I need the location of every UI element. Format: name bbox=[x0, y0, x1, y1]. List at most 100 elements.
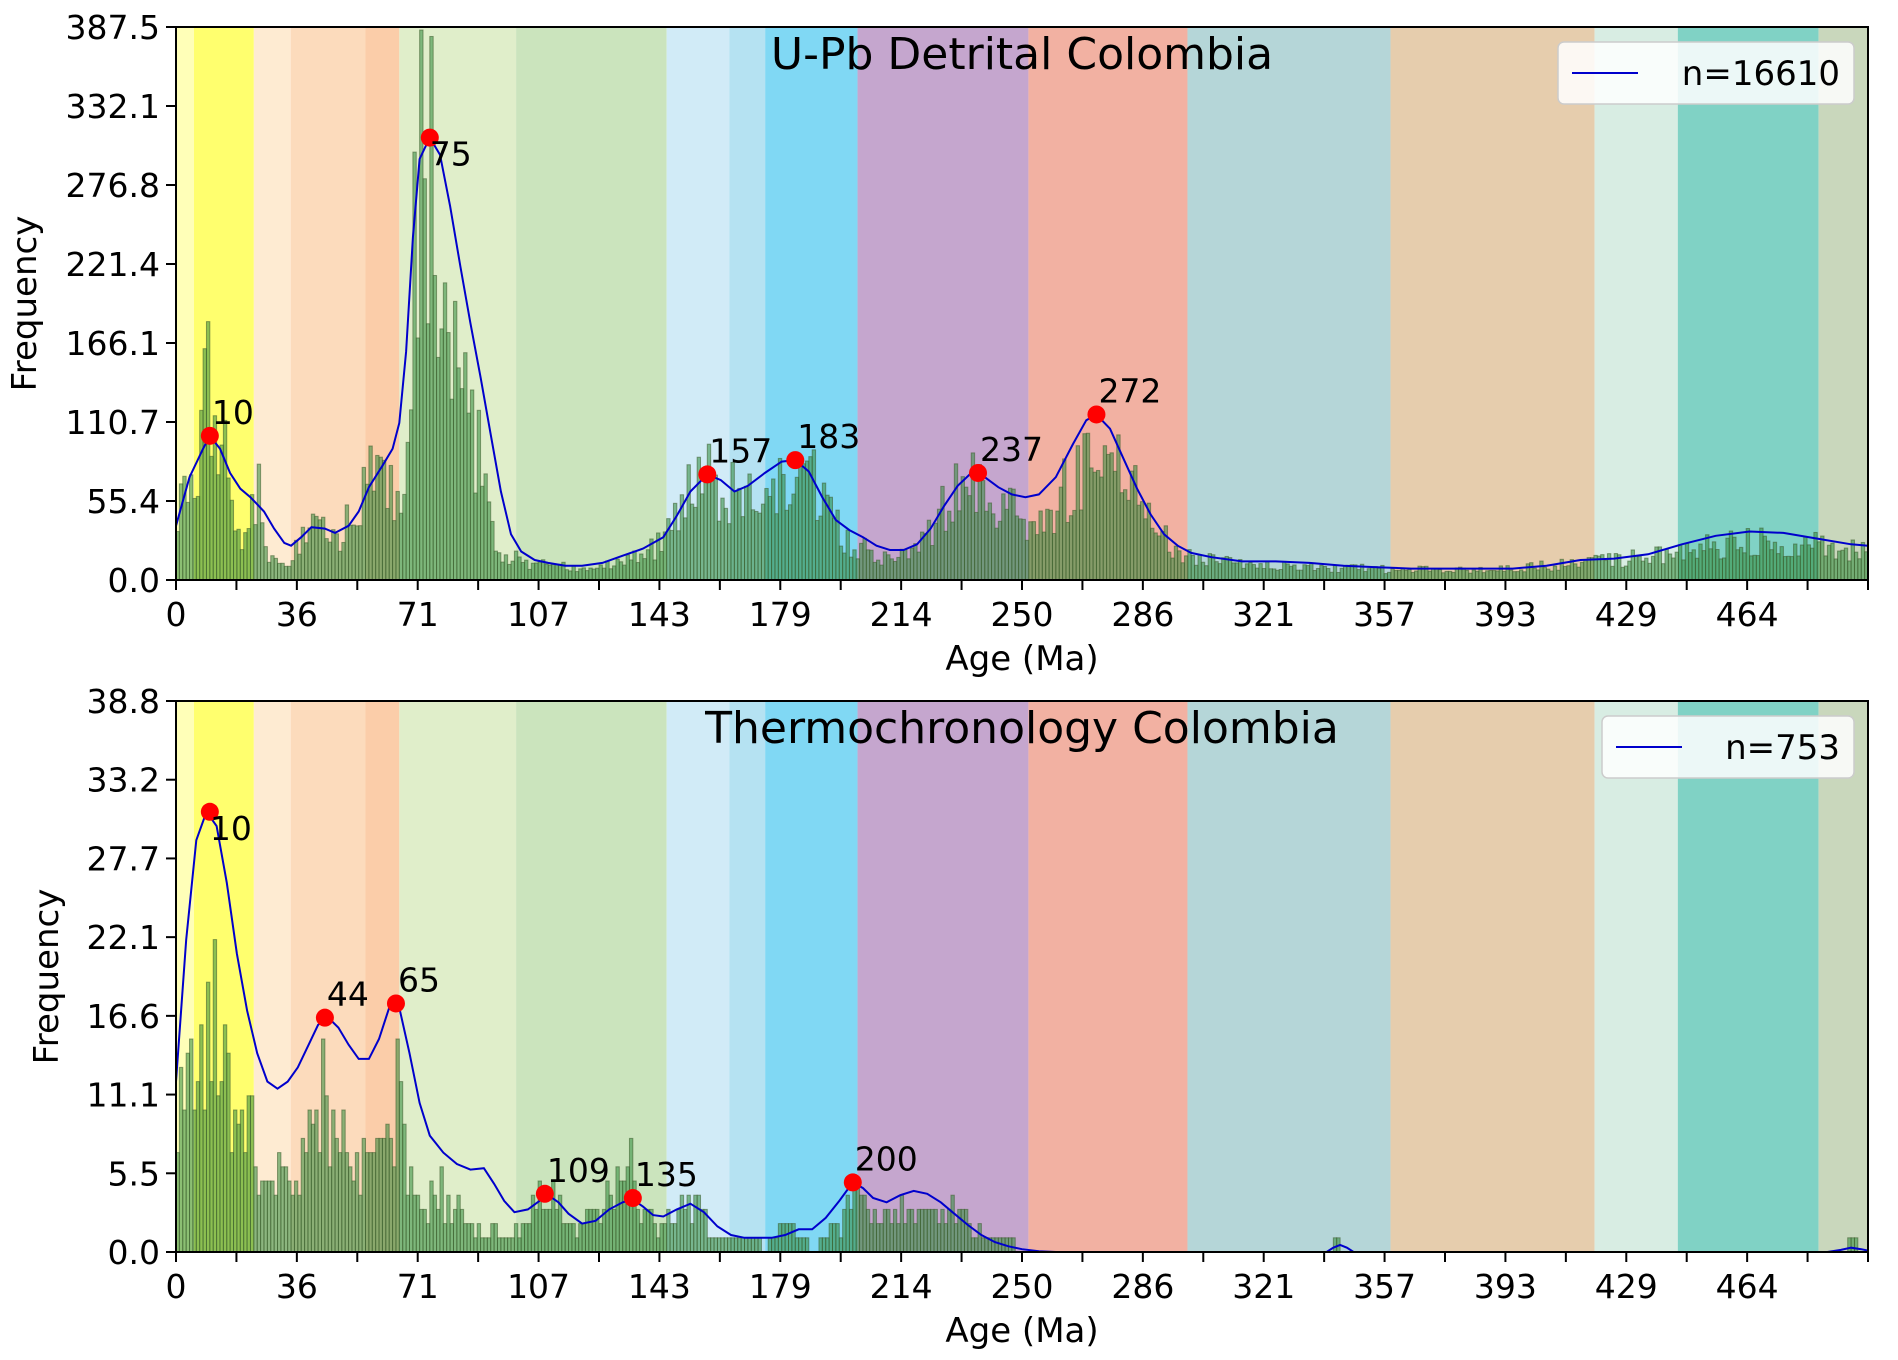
histogram-bar bbox=[321, 516, 326, 581]
histogram-bar bbox=[1058, 486, 1064, 581]
histogram-bar bbox=[1529, 562, 1534, 581]
histogram-bar bbox=[310, 513, 316, 581]
histogram-bar bbox=[892, 560, 898, 581]
histogram-bar bbox=[1850, 1237, 1855, 1253]
histogram-bar bbox=[788, 504, 793, 581]
histogram-bar bbox=[233, 530, 238, 581]
histogram-bar bbox=[202, 1109, 207, 1253]
histogram-bar bbox=[963, 1208, 969, 1253]
histogram-bar bbox=[463, 1223, 468, 1253]
histogram-bar bbox=[845, 1194, 850, 1253]
histogram-bar bbox=[862, 1194, 867, 1253]
histogram-bar bbox=[178, 483, 184, 581]
histogram-bar bbox=[358, 525, 363, 581]
histogram-bar bbox=[1630, 549, 1636, 581]
histogram-bar bbox=[277, 562, 282, 581]
histogram-bar bbox=[831, 517, 837, 581]
histogram-bar bbox=[1014, 515, 1020, 581]
histogram-bar bbox=[1444, 570, 1449, 581]
histogram-bar bbox=[936, 1223, 942, 1253]
histogram-bar bbox=[1546, 568, 1551, 581]
histogram-bar bbox=[249, 494, 255, 581]
histogram-bar bbox=[963, 486, 969, 581]
histogram-bar bbox=[1738, 546, 1744, 581]
histogram-bar bbox=[1826, 544, 1832, 581]
histogram-bar bbox=[947, 1208, 952, 1253]
histogram-bar bbox=[764, 487, 769, 581]
histogram-bar bbox=[1677, 544, 1683, 581]
histogram-bar bbox=[835, 1223, 840, 1253]
histogram-bar bbox=[1502, 570, 1507, 581]
histogram-bar bbox=[178, 1066, 184, 1253]
histogram-bar bbox=[280, 562, 285, 581]
histogram-bar bbox=[936, 508, 942, 581]
histogram-bar bbox=[632, 550, 637, 581]
histogram-bar bbox=[1268, 568, 1273, 581]
histogram-bar bbox=[293, 539, 299, 581]
histogram-bar bbox=[906, 558, 911, 581]
histogram-bar bbox=[381, 459, 387, 581]
histogram-bar bbox=[723, 1237, 729, 1253]
histogram-bar bbox=[554, 564, 559, 581]
histogram-bar bbox=[1075, 445, 1081, 581]
histogram-bar bbox=[270, 555, 275, 581]
histogram-bar bbox=[727, 523, 732, 581]
histogram-bar bbox=[750, 509, 756, 581]
x-tick-label: 429 bbox=[1595, 595, 1658, 634]
histogram-bar bbox=[947, 510, 952, 581]
histogram-bar bbox=[967, 495, 972, 581]
peak-marker bbox=[420, 128, 439, 147]
histogram-bar bbox=[1637, 555, 1642, 581]
histogram-bar bbox=[503, 1237, 509, 1253]
histogram-bar bbox=[1251, 564, 1256, 581]
histogram-bar bbox=[334, 533, 339, 581]
histogram-bar bbox=[1254, 567, 1260, 581]
histogram-bar bbox=[483, 1237, 488, 1253]
x-tick-label: 464 bbox=[1716, 1267, 1779, 1306]
histogram-bar bbox=[496, 552, 502, 581]
histogram-bar bbox=[578, 1223, 583, 1253]
histogram-bar bbox=[1454, 567, 1460, 581]
histogram-bar bbox=[544, 563, 549, 581]
histogram-bar bbox=[290, 560, 295, 581]
histogram-bar bbox=[1200, 561, 1206, 581]
histogram-bar bbox=[503, 554, 509, 581]
histogram-bar bbox=[754, 510, 759, 581]
histogram-bar bbox=[913, 543, 918, 581]
histogram-bar bbox=[408, 409, 414, 581]
histogram-bar bbox=[354, 1152, 360, 1253]
histogram-bar bbox=[1072, 509, 1077, 581]
histogram-bar bbox=[385, 1123, 390, 1253]
histogram-bar bbox=[1197, 554, 1202, 581]
histogram-bar bbox=[1833, 558, 1839, 581]
histogram-bar bbox=[821, 1237, 827, 1253]
histogram-bar bbox=[192, 1109, 197, 1253]
y-axis-label: Frequency bbox=[5, 216, 45, 392]
histogram-bar bbox=[1109, 452, 1114, 581]
histogram-bar bbox=[378, 456, 383, 581]
x-tick-label: 36 bbox=[276, 1267, 318, 1306]
histogram-bar bbox=[595, 1208, 600, 1253]
period-band bbox=[1390, 27, 1595, 580]
histogram-bar bbox=[351, 524, 356, 581]
histogram-bar bbox=[1562, 566, 1568, 581]
histogram-bar bbox=[392, 1166, 397, 1253]
histogram-bar bbox=[182, 1109, 187, 1253]
histogram-bar bbox=[432, 274, 438, 581]
histogram-bar bbox=[205, 321, 211, 581]
legend: n=16610 bbox=[1557, 41, 1855, 105]
histogram-bar bbox=[875, 559, 881, 581]
histogram-bar bbox=[446, 1194, 451, 1253]
histogram-bar bbox=[219, 1081, 224, 1253]
histogram-bar bbox=[909, 547, 915, 581]
histogram-bar bbox=[395, 1038, 400, 1253]
histogram-bar bbox=[622, 1180, 627, 1253]
histogram-bar bbox=[1847, 1237, 1852, 1253]
histogram-bar bbox=[436, 1208, 441, 1253]
histogram-bar bbox=[1007, 1237, 1013, 1253]
histogram-bar bbox=[348, 1166, 353, 1253]
histogram-bar bbox=[1089, 467, 1094, 581]
histogram-bar bbox=[568, 1223, 573, 1253]
histogram-bar bbox=[473, 1237, 478, 1253]
histogram-bar bbox=[906, 1208, 911, 1253]
